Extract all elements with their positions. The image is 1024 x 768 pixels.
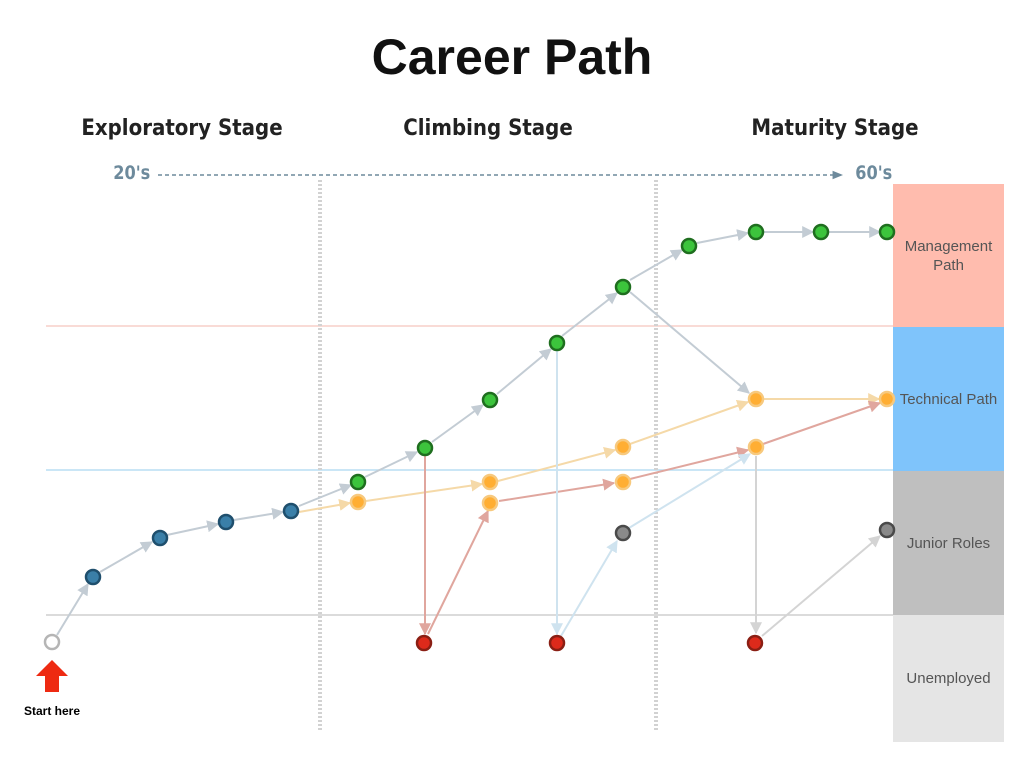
edges-red (419, 400, 882, 636)
edge (696, 229, 750, 244)
node-exploratory (282, 502, 300, 520)
node-technical (878, 390, 896, 408)
edge (233, 507, 285, 521)
edges-lightgrey (750, 456, 881, 637)
node-unemployed (415, 634, 433, 652)
node-management (349, 473, 367, 491)
node-technical (747, 438, 765, 456)
node-management (812, 223, 830, 241)
node-technical (481, 494, 499, 512)
edge (629, 291, 750, 394)
edge (99, 541, 154, 573)
edge (629, 446, 750, 480)
edge (629, 249, 684, 281)
stage-label-exploratory: Exploratory Stage (81, 116, 283, 141)
node-exploratory (84, 568, 102, 586)
start-here-label: Start here (23, 704, 81, 718)
diagram-title: Career Path (371, 29, 653, 85)
nodes (43, 223, 896, 652)
band-technical-path: Technical Path (893, 327, 1004, 471)
band-label-junior: Junior Roles (906, 534, 991, 552)
node-unemployed (548, 634, 566, 652)
edges-technical (298, 393, 881, 513)
edge (761, 535, 881, 637)
band-label-management: Management Path (904, 237, 993, 274)
edge (56, 582, 89, 636)
edge (762, 400, 882, 445)
node-exploratory (217, 513, 235, 531)
edge (629, 399, 750, 445)
node-management (548, 334, 566, 352)
edge (166, 520, 220, 536)
node-unemployed (746, 634, 764, 652)
edge (364, 451, 419, 478)
edge (561, 292, 618, 337)
node-management (416, 439, 434, 457)
node-junior (878, 521, 896, 539)
stage-label-climbing: Climbing Stage (403, 116, 573, 141)
node-management (878, 223, 896, 241)
edge (298, 483, 353, 507)
node-management (680, 237, 698, 255)
edge (431, 404, 484, 443)
band-unemployed: Unemployed (893, 615, 1004, 742)
node-start (43, 633, 61, 651)
edges-blue (551, 350, 752, 637)
node-technical (747, 390, 765, 408)
node-technical (349, 493, 367, 511)
edge (427, 509, 489, 635)
node-exploratory (151, 529, 169, 547)
node-technical (614, 473, 632, 491)
age-label-end: 60's (855, 162, 893, 184)
age-label-start: 20's (113, 162, 151, 184)
edge (560, 539, 618, 637)
node-junior (614, 524, 632, 542)
band-management-path: Management Path (893, 184, 1004, 327)
node-technical (614, 438, 632, 456)
band-label-unemployed: Unemployed (906, 670, 991, 687)
band-label-technical: Technical Path (899, 390, 998, 408)
node-management (747, 223, 765, 241)
stage-label-maturity: Maturity Stage (751, 116, 919, 141)
node-management (614, 278, 632, 296)
edges-exploratory (56, 226, 882, 636)
band-junior-roles: Junior Roles (893, 471, 1004, 615)
node-technical (481, 473, 499, 491)
edge (298, 498, 352, 513)
start-arrow-icon (36, 660, 68, 692)
node-management (481, 391, 499, 409)
edge (628, 453, 752, 529)
edge (496, 348, 552, 395)
